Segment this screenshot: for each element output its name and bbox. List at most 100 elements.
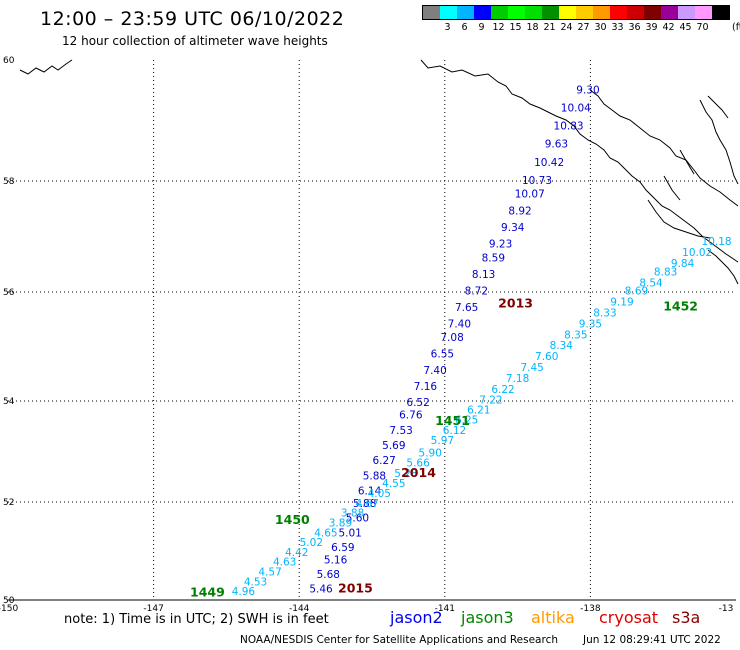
wave-height-value: 6.76 bbox=[399, 410, 423, 422]
wave-height-value: 5.97 bbox=[431, 435, 454, 447]
wave-height-value: 8.69 bbox=[625, 286, 648, 298]
legend-swatch bbox=[678, 6, 695, 19]
wave-height-value: 9.30 bbox=[576, 84, 599, 96]
legend-swatch bbox=[440, 6, 457, 19]
legend-swatch bbox=[576, 6, 593, 19]
longitude-label: -13 bbox=[719, 604, 734, 614]
wave-height-value: 5.60 bbox=[346, 513, 369, 525]
wave-height-value: 6.55 bbox=[431, 348, 454, 360]
legend-swatch bbox=[542, 6, 559, 19]
legend-label: 9 bbox=[478, 22, 485, 33]
latitude-label: 54 bbox=[3, 397, 15, 407]
legend-swatch bbox=[423, 6, 440, 19]
satellite-name: jason3 bbox=[461, 608, 514, 627]
longitude-label: -138 bbox=[580, 604, 601, 614]
wave-height-value: 5.90 bbox=[419, 448, 442, 460]
alaska-coastline-inlet bbox=[589, 89, 739, 207]
pass-number-label: 1450 bbox=[275, 512, 310, 527]
lat-lon-grid bbox=[8, 60, 736, 601]
wave-height-value: 10.83 bbox=[554, 121, 584, 133]
wave-height-value: 9.23 bbox=[489, 239, 512, 251]
wave-height-value: 4.05 bbox=[368, 488, 391, 500]
wave-height-value: 7.65 bbox=[455, 302, 478, 314]
legend-swatch bbox=[610, 6, 627, 19]
legend-swatch bbox=[695, 6, 712, 19]
wave-height-value: 5.02 bbox=[300, 537, 323, 549]
wave-height-value: 8.34 bbox=[550, 340, 574, 352]
legend-label: 24 bbox=[560, 22, 573, 33]
legend-swatch bbox=[593, 6, 610, 19]
legend-label: 30 bbox=[594, 22, 607, 33]
pass-number-label: 1451 bbox=[435, 413, 470, 428]
longitude-label: -147 bbox=[143, 604, 163, 614]
map-subtitle: 12 hour collection of altimeter wave hei… bbox=[62, 34, 328, 48]
pass-number-label: 1452 bbox=[663, 299, 698, 314]
wave-height-value: 6.59 bbox=[331, 542, 354, 554]
wave-height-value: 6.12 bbox=[443, 425, 466, 437]
satellite-name: s3a bbox=[672, 608, 701, 627]
wave-height-value: 4.96 bbox=[232, 586, 256, 598]
legend-label: 12 bbox=[492, 22, 505, 33]
wave-height-value: 6.21 bbox=[467, 405, 490, 417]
wave-height-value: 4.67 bbox=[355, 498, 378, 510]
latitude-label: 50 bbox=[3, 596, 15, 606]
wave-height-value: 3.88 bbox=[341, 508, 364, 520]
pass-number-label: 2015 bbox=[338, 581, 373, 596]
wave-height-value: 9.63 bbox=[545, 139, 568, 151]
wave-height-value: 6.27 bbox=[372, 455, 395, 467]
legend-label: 15 bbox=[509, 22, 522, 33]
longitude-label: -144 bbox=[289, 604, 310, 614]
wave-height-value: 8.72 bbox=[465, 286, 488, 298]
legend-label: 27 bbox=[577, 22, 590, 33]
track-1452: 10.1810.029.848.838.548.699.198.339.358.… bbox=[232, 236, 732, 598]
latitude-label: 58 bbox=[3, 177, 15, 187]
legend-color-bar bbox=[422, 5, 730, 20]
wave-height-value: 7.08 bbox=[440, 332, 463, 344]
wave-height-value: 10.18 bbox=[702, 236, 732, 248]
axis-labels: 60 58 56 54 52 50-150 -147 -144 -141 -138 -13 bbox=[0, 56, 733, 614]
wave-height-value: 10.42 bbox=[534, 157, 564, 169]
legend-label: 42 bbox=[662, 22, 675, 33]
legend-swatch bbox=[712, 6, 729, 19]
wave-height-value: 6.25 bbox=[455, 415, 478, 427]
pass-number-label: 1449 bbox=[190, 585, 225, 600]
longitude-label: -141 bbox=[435, 604, 455, 614]
wave-height-value: 7.22 bbox=[479, 395, 502, 407]
wave-height-value: 5.46 bbox=[309, 584, 333, 596]
wave-height-value: 9.34 bbox=[501, 222, 525, 234]
wave-height-value: 3.89 bbox=[329, 518, 352, 530]
legend-swatch bbox=[627, 6, 644, 19]
pass-number-label: 2013 bbox=[498, 295, 533, 310]
west-coastline-fragment bbox=[19, 59, 73, 75]
satellite-name: jason2 bbox=[390, 608, 443, 627]
wave-height-value: 7.40 bbox=[423, 365, 446, 377]
wave-height-value: 4.55 bbox=[382, 478, 405, 490]
legend-swatch bbox=[661, 6, 678, 19]
wave-height-value: 5.01 bbox=[338, 527, 361, 539]
wave-height-value: 10.04 bbox=[561, 102, 591, 114]
legend-label: 45 bbox=[679, 22, 692, 33]
wave-height-value: 5.68 bbox=[317, 569, 340, 581]
wave-height-value: 10.73 bbox=[522, 175, 552, 187]
wave-height-value: 5.88 bbox=[363, 470, 386, 482]
longitude-label: -150 bbox=[0, 604, 18, 614]
wave-height-value: 6.52 bbox=[406, 397, 429, 409]
wave-height-value: 5.28 bbox=[394, 468, 417, 480]
wave-height-value: 8.92 bbox=[508, 205, 531, 217]
legend-unit: (ft) bbox=[732, 22, 740, 33]
alaska-coastline-fjords bbox=[647, 95, 739, 239]
legend-label: 39 bbox=[645, 22, 658, 33]
wave-height-value: 7.60 bbox=[535, 351, 558, 363]
wave-height-value: 7.53 bbox=[389, 425, 412, 437]
legend-swatch bbox=[644, 6, 661, 19]
pass-number-label: 2014 bbox=[401, 465, 436, 480]
wave-height-value: 5.88 bbox=[353, 498, 376, 510]
legend-label: 3 bbox=[444, 22, 451, 33]
wave-height-value: 8.54 bbox=[639, 277, 663, 289]
track-2013: 9.30 10.04 10.83 9.63 10.42 10.73 10.07 8.92 9.3… bbox=[309, 84, 599, 595]
wave-height-value: 4.65 bbox=[314, 527, 337, 539]
wave-height-value: 8.59 bbox=[482, 252, 505, 264]
